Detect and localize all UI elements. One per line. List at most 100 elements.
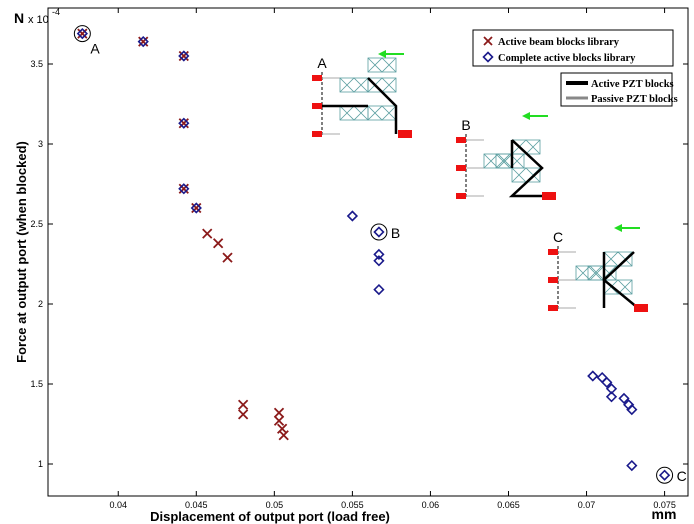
lattice-diagonal [339,77,369,93]
output-support [542,192,556,200]
support [548,305,558,311]
data-point-diamond [596,371,608,384]
inset-label: A [317,55,327,71]
y-axis-unit: N [14,10,24,26]
inset-legend: Active PZT blocks Passive PZT blocks [560,72,678,107]
data-point-diamond [178,183,190,195]
support [456,137,466,143]
data-point-x [191,202,202,214]
lattice-cell [339,77,369,93]
y-axis-exponent-power: -4 [52,7,60,17]
y-tick-label: 2 [38,299,43,309]
inset-label: B [461,117,470,133]
data-point-diamond [373,283,385,296]
x-tick-label: 0.065 [497,500,520,510]
active-beam [602,251,639,309]
structure-inset-b: B [456,112,556,200]
lattice-cell [367,77,397,93]
lattice-cell [339,105,369,121]
data-point-diamond [178,50,190,62]
y-tick-label: 1 [38,459,43,469]
data-point-x [178,183,189,194]
annotation-label: C [677,468,687,484]
legend-marker-beam [483,36,493,46]
data-point-x [277,423,288,434]
y-axis-title: Force at output port (when blocked) [14,141,29,363]
data-point-diamond [346,210,359,222]
support [548,249,558,255]
output-support [398,130,412,138]
series-complete [76,27,671,481]
x-tick-label: 0.07 [578,500,596,510]
plot-area-border [47,7,689,497]
data-point-x [202,228,213,239]
lattice-diagonal [339,105,369,121]
x-tick-label: 0.05 [266,500,284,510]
y-axis-ticks: 1 1.5 2 2.5 3 3.5 [30,59,688,469]
force-arrow-head [378,50,386,58]
legend-label-complete: Complete active blocks library [498,53,636,64]
data-point-diamond [76,27,88,40]
legend-label-beam: Active beam blocks library [498,37,620,48]
data-point-diamond [137,35,149,48]
data-point-diamond [601,376,613,389]
data-point-diamond [605,391,618,403]
y-tick-label: 2.5 [30,219,43,229]
annotation-circle [73,25,91,43]
legend: Active beam blocks library Complete acti… [472,29,674,67]
data-point-x [237,409,249,420]
data-point-diamond [178,117,190,129]
data-point-x [237,399,249,410]
support [312,103,322,109]
annotation-circle [370,223,388,241]
y-tick-label: 1.5 [30,379,43,389]
x-tick-label: 0.055 [341,500,364,510]
active-beam [322,77,398,134]
data-point-diamond [658,469,671,481]
lattice-diagonal [495,153,525,169]
active-beam [508,139,546,198]
structure-inset-a: A [312,50,412,138]
x-tick-label: 0.075 [653,500,676,510]
annotation-circle [656,466,674,484]
x-axis-unit: mm [652,506,677,522]
data-point-x [222,252,233,263]
x-tick-label: 0.04 [109,500,127,510]
x-axis-ticks: 0.04 0.045 0.05 0.055 0.06 0.065 0.07 0.075 [109,8,676,510]
structure-inset-c: C [548,224,648,312]
data-point-diamond [618,392,630,405]
data-point-x [278,430,289,441]
y-axis-exponent-base: x 10 [28,14,49,26]
data-point-diamond [190,202,202,214]
output-support [634,304,648,312]
legend-label-passive-pzt: Passive PZT blocks [591,94,678,105]
y-tick-label: 3 [38,139,43,149]
x-axis-title: Displacement of output port (load free) [150,509,390,524]
lattice-diagonal [587,265,617,281]
annotation-layer: A B C [73,25,687,484]
data-point-x [77,28,88,39]
lattice-diagonal [367,77,397,93]
series-layer [76,27,671,481]
annotation-label: A [90,41,100,57]
data-point-diamond [373,226,385,238]
force-arrow-head [522,112,530,120]
data-point-x [273,415,285,426]
data-point-x [273,407,285,418]
force-arrow-head [614,224,622,232]
support [312,131,322,137]
data-point-x [178,118,189,129]
data-point-x [213,238,224,249]
inset-label: C [553,229,563,245]
support [456,193,466,199]
data-point-x [178,50,189,62]
annotation-label: B [391,225,400,241]
data-point-diamond [626,403,638,416]
support [548,277,558,283]
data-point-diamond [373,248,385,261]
x-tick-label: 0.045 [185,500,208,510]
lattice-cell [367,57,397,73]
x-tick-label: 0.06 [422,500,440,510]
plot-frame [47,7,689,497]
